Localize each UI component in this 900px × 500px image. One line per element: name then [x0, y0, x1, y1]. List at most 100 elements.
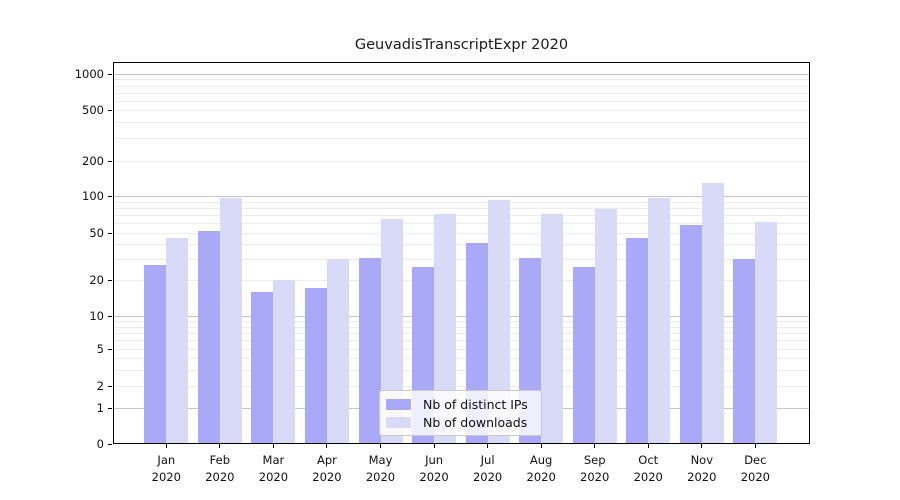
x-tick — [540, 444, 542, 448]
y-tick-label: 500 — [82, 102, 104, 117]
gridline-minor — [113, 100, 810, 102]
gridline-minor — [113, 321, 810, 323]
bar-distinct-ips — [679, 225, 702, 444]
y-tick — [108, 443, 112, 445]
gridline-minor — [113, 85, 810, 87]
y-tick-label: 5 — [96, 341, 104, 356]
gridline-minor — [113, 201, 810, 203]
plot-area — [113, 62, 810, 444]
gridline-minor — [113, 79, 810, 81]
y-tick — [108, 348, 112, 350]
gridline-minor — [113, 340, 810, 342]
y-tick — [108, 109, 112, 111]
y-tick — [108, 315, 112, 317]
gridline-minor — [113, 358, 810, 359]
x-tick — [433, 444, 435, 448]
x-tick-label: Mar 2020 — [258, 453, 289, 484]
bar-distinct-ips — [572, 266, 595, 444]
bar-downloads — [487, 199, 510, 444]
bar-downloads — [594, 209, 617, 444]
x-tick-label: Feb 2020 — [205, 453, 235, 484]
x-tick-label: Aug 2020 — [526, 453, 556, 484]
x-tick — [487, 444, 489, 448]
gridline-minor — [113, 349, 810, 350]
y-tick-label: 1000 — [74, 66, 104, 81]
downloads-swatch — [386, 417, 411, 428]
gridline-minor — [113, 369, 810, 371]
y-tick-label: 200 — [82, 153, 104, 168]
gridline-major — [113, 316, 810, 317]
bar-downloads — [166, 238, 189, 444]
gridline-minor — [113, 233, 810, 234]
x-tick-label: Apr 2020 — [312, 453, 342, 484]
y-tick-label: 2 — [96, 378, 104, 393]
gridline-minor — [113, 280, 810, 281]
y-tick — [108, 385, 112, 387]
x-tick-label: Jul 2020 — [472, 453, 503, 484]
x-tick-label: Oct 2020 — [633, 453, 663, 484]
bar-distinct-ips — [304, 288, 327, 444]
gridline-minor — [113, 207, 810, 209]
y-tick-label: 100 — [82, 188, 104, 203]
gridline-minor — [113, 110, 810, 111]
gridline-minor — [113, 161, 810, 162]
legend: Nb of distinct IPs Nb of downloads — [379, 390, 542, 436]
bar-downloads — [541, 213, 564, 444]
gridline-major — [113, 196, 810, 197]
gridline-minor — [113, 122, 810, 124]
bar-downloads — [701, 182, 724, 444]
bar-downloads — [219, 197, 242, 444]
y-tick-label: 10 — [89, 308, 104, 323]
x-tick — [326, 444, 328, 448]
y-tick-label: 0 — [96, 436, 104, 451]
bar-downloads — [380, 219, 403, 444]
x-tick — [380, 444, 381, 448]
x-tick-label: Sep 2020 — [580, 453, 610, 484]
x-tick — [165, 444, 167, 448]
gridline-minor — [113, 326, 810, 328]
gridline-minor — [113, 215, 810, 217]
legend-label-downloads: Nb of downloads — [423, 415, 528, 430]
y-tick — [108, 232, 112, 234]
y-tick — [108, 160, 112, 162]
x-tick-label: Jan 2020 — [151, 453, 181, 484]
gridline-minor — [113, 332, 810, 334]
bar-downloads — [326, 259, 349, 444]
x-tick — [594, 444, 596, 448]
gridline-minor — [113, 138, 810, 140]
x-tick-label: Jun 2020 — [419, 453, 449, 484]
x-tick — [754, 444, 756, 448]
legend-item-downloads: Nb of downloads — [386, 415, 533, 430]
bar-distinct-ips — [358, 257, 381, 444]
chart-title: GeuvadisTranscriptExpr 2020 — [354, 37, 569, 53]
y-tick — [108, 279, 112, 281]
gridline-minor — [113, 223, 810, 225]
bar-distinct-ips — [626, 238, 649, 444]
x-tick — [272, 444, 274, 448]
bar-downloads — [755, 222, 778, 444]
legend-label-distinct-ips: Nb of distinct IPs — [423, 397, 528, 412]
gridline-major — [113, 74, 810, 75]
x-tick — [701, 444, 703, 448]
gridline-minor — [113, 386, 810, 387]
gridline-minor — [113, 244, 810, 246]
legend-item-distinct-ips: Nb of distinct IPs — [386, 397, 533, 412]
bar-distinct-ips — [144, 264, 167, 444]
bar-downloads — [273, 280, 296, 444]
y-tick — [108, 407, 112, 409]
bar-downloads — [648, 197, 671, 444]
bar-distinct-ips — [197, 230, 220, 444]
bar-distinct-ips — [251, 291, 274, 444]
y-tick — [108, 73, 112, 75]
gridline-minor — [113, 259, 810, 261]
bar-downloads — [434, 213, 457, 444]
x-tick-label: May 2020 — [365, 453, 396, 484]
x-tick — [647, 444, 649, 448]
y-tick-label: 20 — [89, 272, 104, 287]
distinct-ips-swatch — [386, 399, 411, 410]
y-tick-label: 50 — [89, 225, 104, 240]
x-tick-label: Nov 2020 — [687, 453, 717, 484]
gridline-minor — [113, 92, 810, 94]
y-tick — [108, 195, 112, 197]
